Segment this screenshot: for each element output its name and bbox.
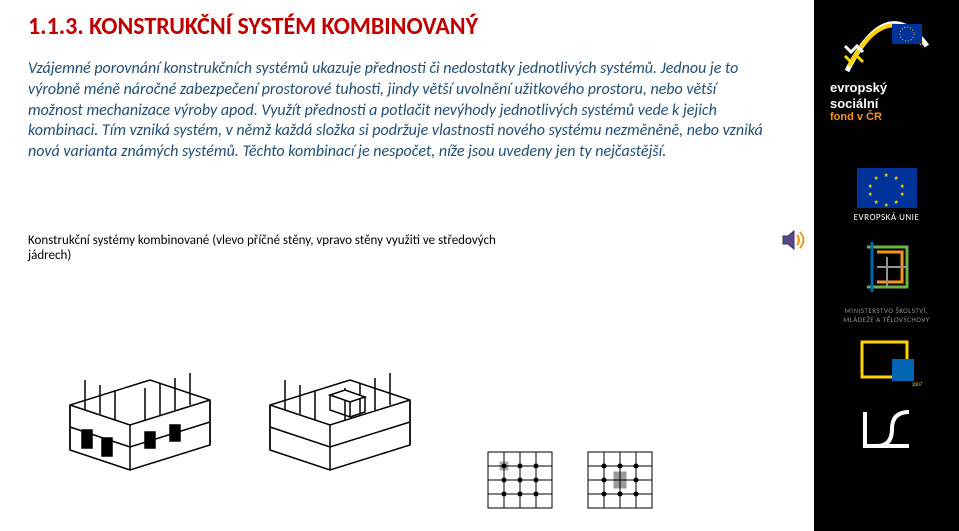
diagram-left-walls [60,360,220,490]
vste-block [814,404,959,459]
opvk-logo-icon: 2007-13 [852,334,922,389]
esf-text-3: fond v ČR [830,111,953,124]
esf-logo: evropský sociální fond v ČR [814,0,959,160]
diagram-row [60,360,420,490]
page-title: 1.1.3. KONSTRUKČNÍ SYSTÉM KOMBINOVANÝ [28,12,788,41]
diagram-right-core [260,360,420,490]
msmt-text-1: MINISTERSTVO ŠKOLSTVÍ, [814,306,959,315]
body-paragraph: Vzájemné porovnání konstrukčních systémů… [28,59,768,163]
eu-flag-icon: ★ ★ ★ ★ ★ ★ ★ ★ ★ ★ [857,168,917,208]
msmt-block: MINISTERSTVO ŠKOLSTVÍ, MLÁDEŽE A TĚLOVÝC… [814,237,959,324]
esf-text-1: evropský [830,80,953,96]
sound-icon[interactable] [779,225,809,255]
figure-caption: Konstrukční systémy kombinované (vlevo p… [28,233,528,263]
msmt-text-2: MLÁDEŽE A TĚLOVÝCHOVY [814,315,959,324]
eu-block: ★ ★ ★ ★ ★ ★ ★ ★ ★ ★ EVROPSKÁ UNIE [814,168,959,223]
sponsor-sidebar: evropský sociální fond v ČR ★ ★ ★ ★ ★ ★ … [814,0,959,531]
vste-logo-icon [857,404,917,454]
plan-row [480,440,660,520]
msmt-logo-icon [857,237,917,297]
svg-text:2007-13: 2007-13 [912,382,922,388]
plan-left [480,440,560,520]
eu-label: EVROPSKÁ UNIE [814,212,959,223]
esf-text-2: sociální [830,96,953,112]
esf-arc-icon [837,6,937,76]
plan-right [580,440,660,520]
opvk-block: 2007-13 [814,334,959,394]
